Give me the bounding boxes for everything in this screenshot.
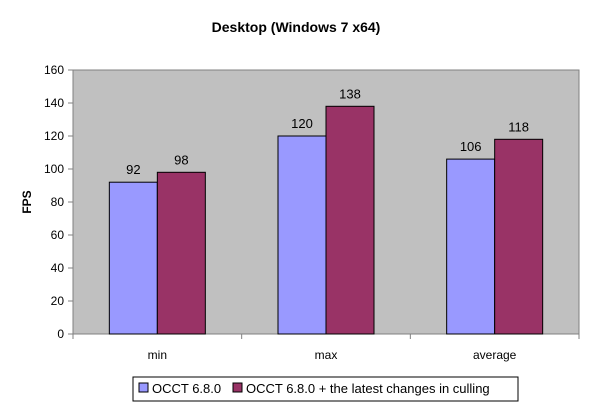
data-label: 106 bbox=[460, 139, 482, 154]
chart-title: Desktop (Windows 7 x64) bbox=[212, 19, 381, 35]
legend-label-series-2: OCCT 6.8.0 + the latest changes in culli… bbox=[246, 381, 490, 396]
bar bbox=[325, 105, 375, 335]
x-tick-label: average bbox=[473, 348, 517, 362]
legend: OCCT 6.8.0 OCCT 6.8.0 + the latest chang… bbox=[132, 376, 519, 402]
y-tick-label: 0 bbox=[57, 327, 64, 341]
legend-label-series-1: OCCT 6.8.0 bbox=[152, 381, 221, 396]
y-tick-label: 80 bbox=[51, 195, 65, 209]
data-label: 138 bbox=[339, 86, 361, 101]
y-tick-label: 140 bbox=[44, 96, 64, 110]
y-tick-label: 60 bbox=[51, 228, 65, 242]
bar bbox=[108, 181, 158, 335]
data-label: 118 bbox=[508, 119, 529, 134]
y-axis: 0 20 40 60 80 100 120 140 160 bbox=[44, 63, 74, 341]
y-tick-label: 100 bbox=[44, 162, 64, 176]
y-tick-label: 120 bbox=[44, 129, 64, 143]
y-tick-label: 40 bbox=[51, 261, 65, 275]
bar bbox=[277, 135, 327, 335]
legend-swatch-series-1 bbox=[138, 382, 149, 393]
y-axis-label: FPS bbox=[20, 190, 34, 213]
data-label: 92 bbox=[126, 162, 140, 177]
data-label: 120 bbox=[291, 116, 313, 131]
bar bbox=[494, 138, 544, 335]
legend-box bbox=[132, 376, 519, 402]
y-tick-label: 20 bbox=[51, 294, 65, 308]
data-label: 98 bbox=[174, 152, 188, 167]
x-axis: min max average bbox=[72, 334, 580, 362]
data-labels: 92 98 120 138 106 118 bbox=[126, 86, 529, 177]
legend-swatch-series-2 bbox=[232, 382, 243, 393]
bar bbox=[156, 171, 206, 335]
x-tick-label: max bbox=[315, 348, 338, 362]
x-tick-label: min bbox=[148, 348, 167, 362]
bars bbox=[108, 105, 544, 335]
y-tick-label: 160 bbox=[44, 63, 64, 77]
bar bbox=[446, 158, 496, 335]
